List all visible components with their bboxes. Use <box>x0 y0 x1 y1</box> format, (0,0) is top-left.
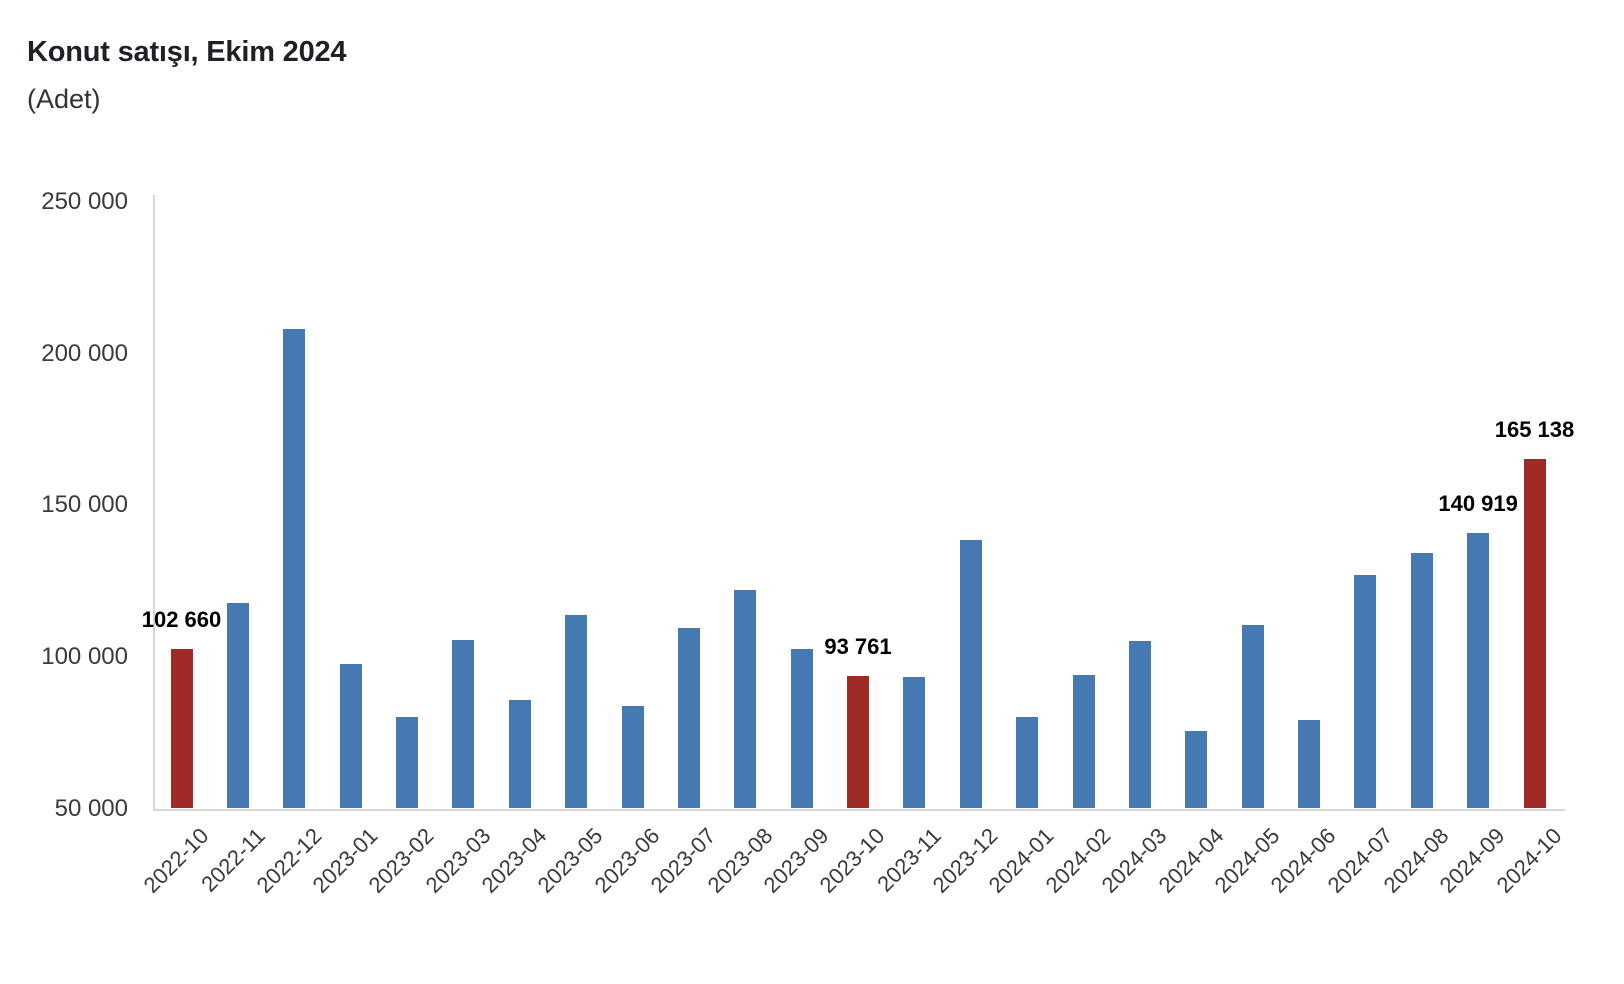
bar-2023-04[interactable] <box>508 700 531 809</box>
bar-2024-08[interactable] <box>1410 553 1433 809</box>
bar-2024-04[interactable] <box>1185 730 1208 809</box>
bar-2023-08[interactable] <box>734 589 757 809</box>
bar-2023-12[interactable] <box>959 539 982 809</box>
bar-2022-11[interactable] <box>226 602 249 809</box>
bar-2024-05[interactable] <box>1241 624 1264 809</box>
bar-2022-12[interactable] <box>283 329 306 809</box>
bar-2024-02[interactable] <box>1072 675 1095 809</box>
bar-2023-07[interactable] <box>677 627 700 809</box>
bar-2023-01[interactable] <box>339 663 362 809</box>
y-tick-label-50000: 50 000 <box>54 794 128 822</box>
y-tick-label-100000: 100 000 <box>41 642 128 670</box>
bar-2023-06[interactable] <box>621 706 644 809</box>
bar-2023-02[interactable] <box>396 717 418 809</box>
data-label-2022-10: 102 660 <box>141 606 222 632</box>
y-tick-label-200000: 200 000 <box>41 339 128 367</box>
bar-2023-05[interactable] <box>565 614 588 809</box>
bar-2022-10[interactable] <box>170 648 193 809</box>
bar-2024-01[interactable] <box>1016 716 1039 809</box>
bar-2024-10[interactable] <box>1523 459 1546 809</box>
bar-2023-11[interactable] <box>903 676 926 809</box>
bar-2023-03[interactable] <box>452 640 475 809</box>
y-tick-label-150000: 150 000 <box>41 491 128 519</box>
chart-subtitle: (Adet) <box>27 84 101 114</box>
data-label-2024-10: 165 138 <box>1494 417 1575 443</box>
y-axis-line <box>153 195 155 811</box>
bar-2023-09[interactable] <box>790 648 813 809</box>
x-axis-line <box>153 808 1565 811</box>
y-tick-label-250000: 250 000 <box>41 188 128 215</box>
bar-2024-06[interactable] <box>1298 719 1320 809</box>
x-tick-label-2022-10: 2022-10 <box>138 823 214 898</box>
bar-2024-03[interactable] <box>1128 640 1151 809</box>
bar-2024-07[interactable] <box>1354 574 1377 809</box>
bar-2024-09[interactable] <box>1467 532 1490 809</box>
chart-title: Konut satışı, Ekim 2024 <box>27 36 347 68</box>
bar-2023-10[interactable] <box>847 675 869 809</box>
data-label-2024-09: 140 919 <box>1438 490 1518 516</box>
data-label-2023-10: 93 761 <box>824 633 892 659</box>
